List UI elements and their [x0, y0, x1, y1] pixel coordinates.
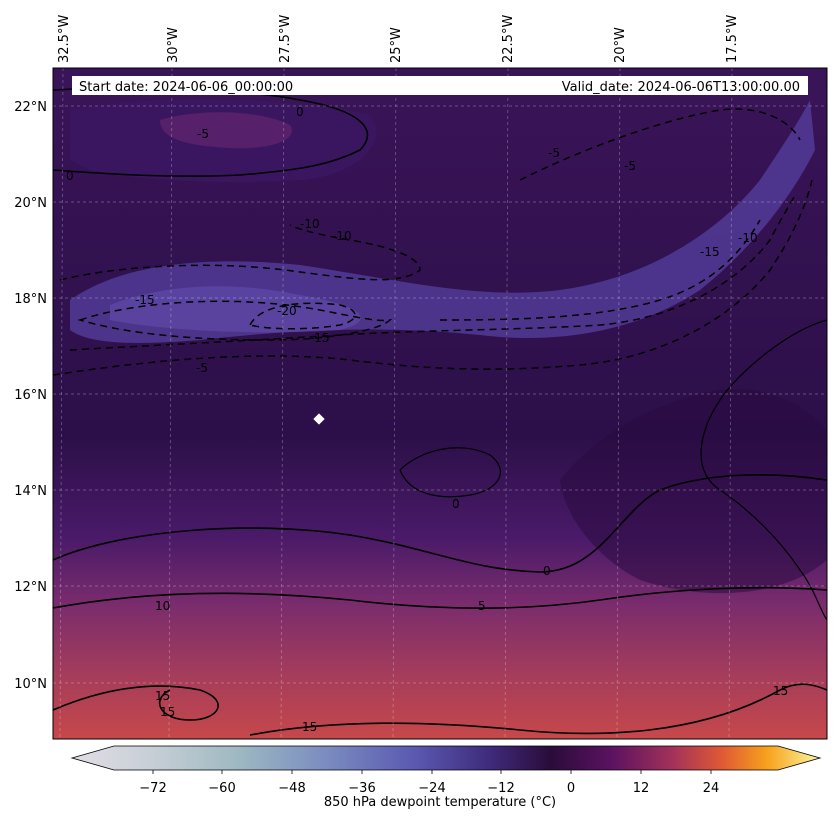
colorbar-tick: 0: [567, 781, 575, 796]
contour-labels: 0 0 -5 -5 -5 -5 -10 -10 -10 -15 -15 -15 …: [66, 105, 788, 734]
contour-label: 0: [296, 105, 304, 119]
contour-label: 15: [155, 689, 170, 703]
lon-label: 17.5°W: [725, 15, 740, 63]
dewpoint-field: [53, 68, 827, 739]
contour-label: 15: [160, 705, 175, 719]
contour-label: -5: [197, 127, 209, 141]
colorbar-label: 850 hPa dewpoint temperature (°C): [324, 795, 556, 810]
colorbar-tick: −60: [208, 781, 235, 796]
colorbar-tick: −24: [418, 781, 445, 796]
map-frame: [52, 67, 828, 740]
contour-label: -5: [624, 159, 636, 173]
colorbar-tick: −36: [348, 781, 375, 796]
info-banner: [72, 76, 808, 95]
start-date: Start date: 2024-06-06_00:00:00: [79, 80, 293, 95]
contour-label: 15: [773, 684, 788, 698]
lat-label: 22°N: [14, 100, 47, 115]
contour-label: -5: [196, 361, 208, 375]
lon-label: 27.5°W: [278, 15, 293, 63]
contour-lines: [53, 87, 827, 736]
contour-label: 15: [302, 720, 317, 734]
contour-label: -5: [548, 146, 560, 160]
lat-label: 18°N: [14, 292, 47, 307]
lat-label: 16°N: [14, 388, 47, 403]
gridlines: [53, 68, 827, 739]
lon-label: 25°W: [389, 27, 404, 63]
contour-label: 5: [478, 599, 486, 613]
lon-label: 32.5°W: [57, 15, 72, 63]
lon-label: 30°W: [166, 27, 181, 63]
colorbar: −72 −60 −48 −36 −24 −12 0 12 24 850 hPa …: [70, 745, 822, 810]
contour-label: -15: [310, 331, 330, 345]
lat-label: 12°N: [14, 580, 47, 595]
colorbar-tick: −72: [139, 781, 166, 796]
valid-date: Valid_date: 2024-06-06T13:00:00.00: [562, 80, 800, 95]
dashed-negative-contours: [53, 108, 813, 376]
colorbar-body: [70, 745, 822, 771]
colorbar-tick: 24: [703, 781, 720, 796]
colorbar-tick: 12: [633, 781, 650, 796]
contour-label: -10: [738, 231, 758, 245]
contour-label: -20: [277, 304, 297, 318]
contour-label: -10: [332, 229, 352, 243]
contour-label: 0: [66, 169, 74, 183]
colorbar-tick: −48: [278, 781, 305, 796]
latitude-labels: 22°N 20°N 18°N 16°N 14°N 12°N 10°N: [14, 100, 47, 692]
contour-label: -10: [300, 217, 320, 231]
contour-label: 0: [543, 564, 551, 578]
lat-label: 20°N: [14, 196, 47, 211]
contour-label: -15: [700, 245, 720, 259]
location-marker: [313, 413, 325, 425]
lon-label: 22.5°W: [501, 15, 516, 63]
longitude-labels: 32.5°W 30°W 27.5°W 25°W 22.5°W 20°W 17.5…: [57, 15, 740, 63]
contour-label: 0: [452, 497, 460, 511]
lon-label: 20°W: [613, 27, 628, 63]
colorbar-tick: −12: [487, 781, 514, 796]
contour-label: -15: [135, 293, 155, 307]
lat-label: 10°N: [14, 677, 47, 692]
lat-label: 14°N: [14, 484, 47, 499]
contour-label: 10: [155, 599, 170, 613]
